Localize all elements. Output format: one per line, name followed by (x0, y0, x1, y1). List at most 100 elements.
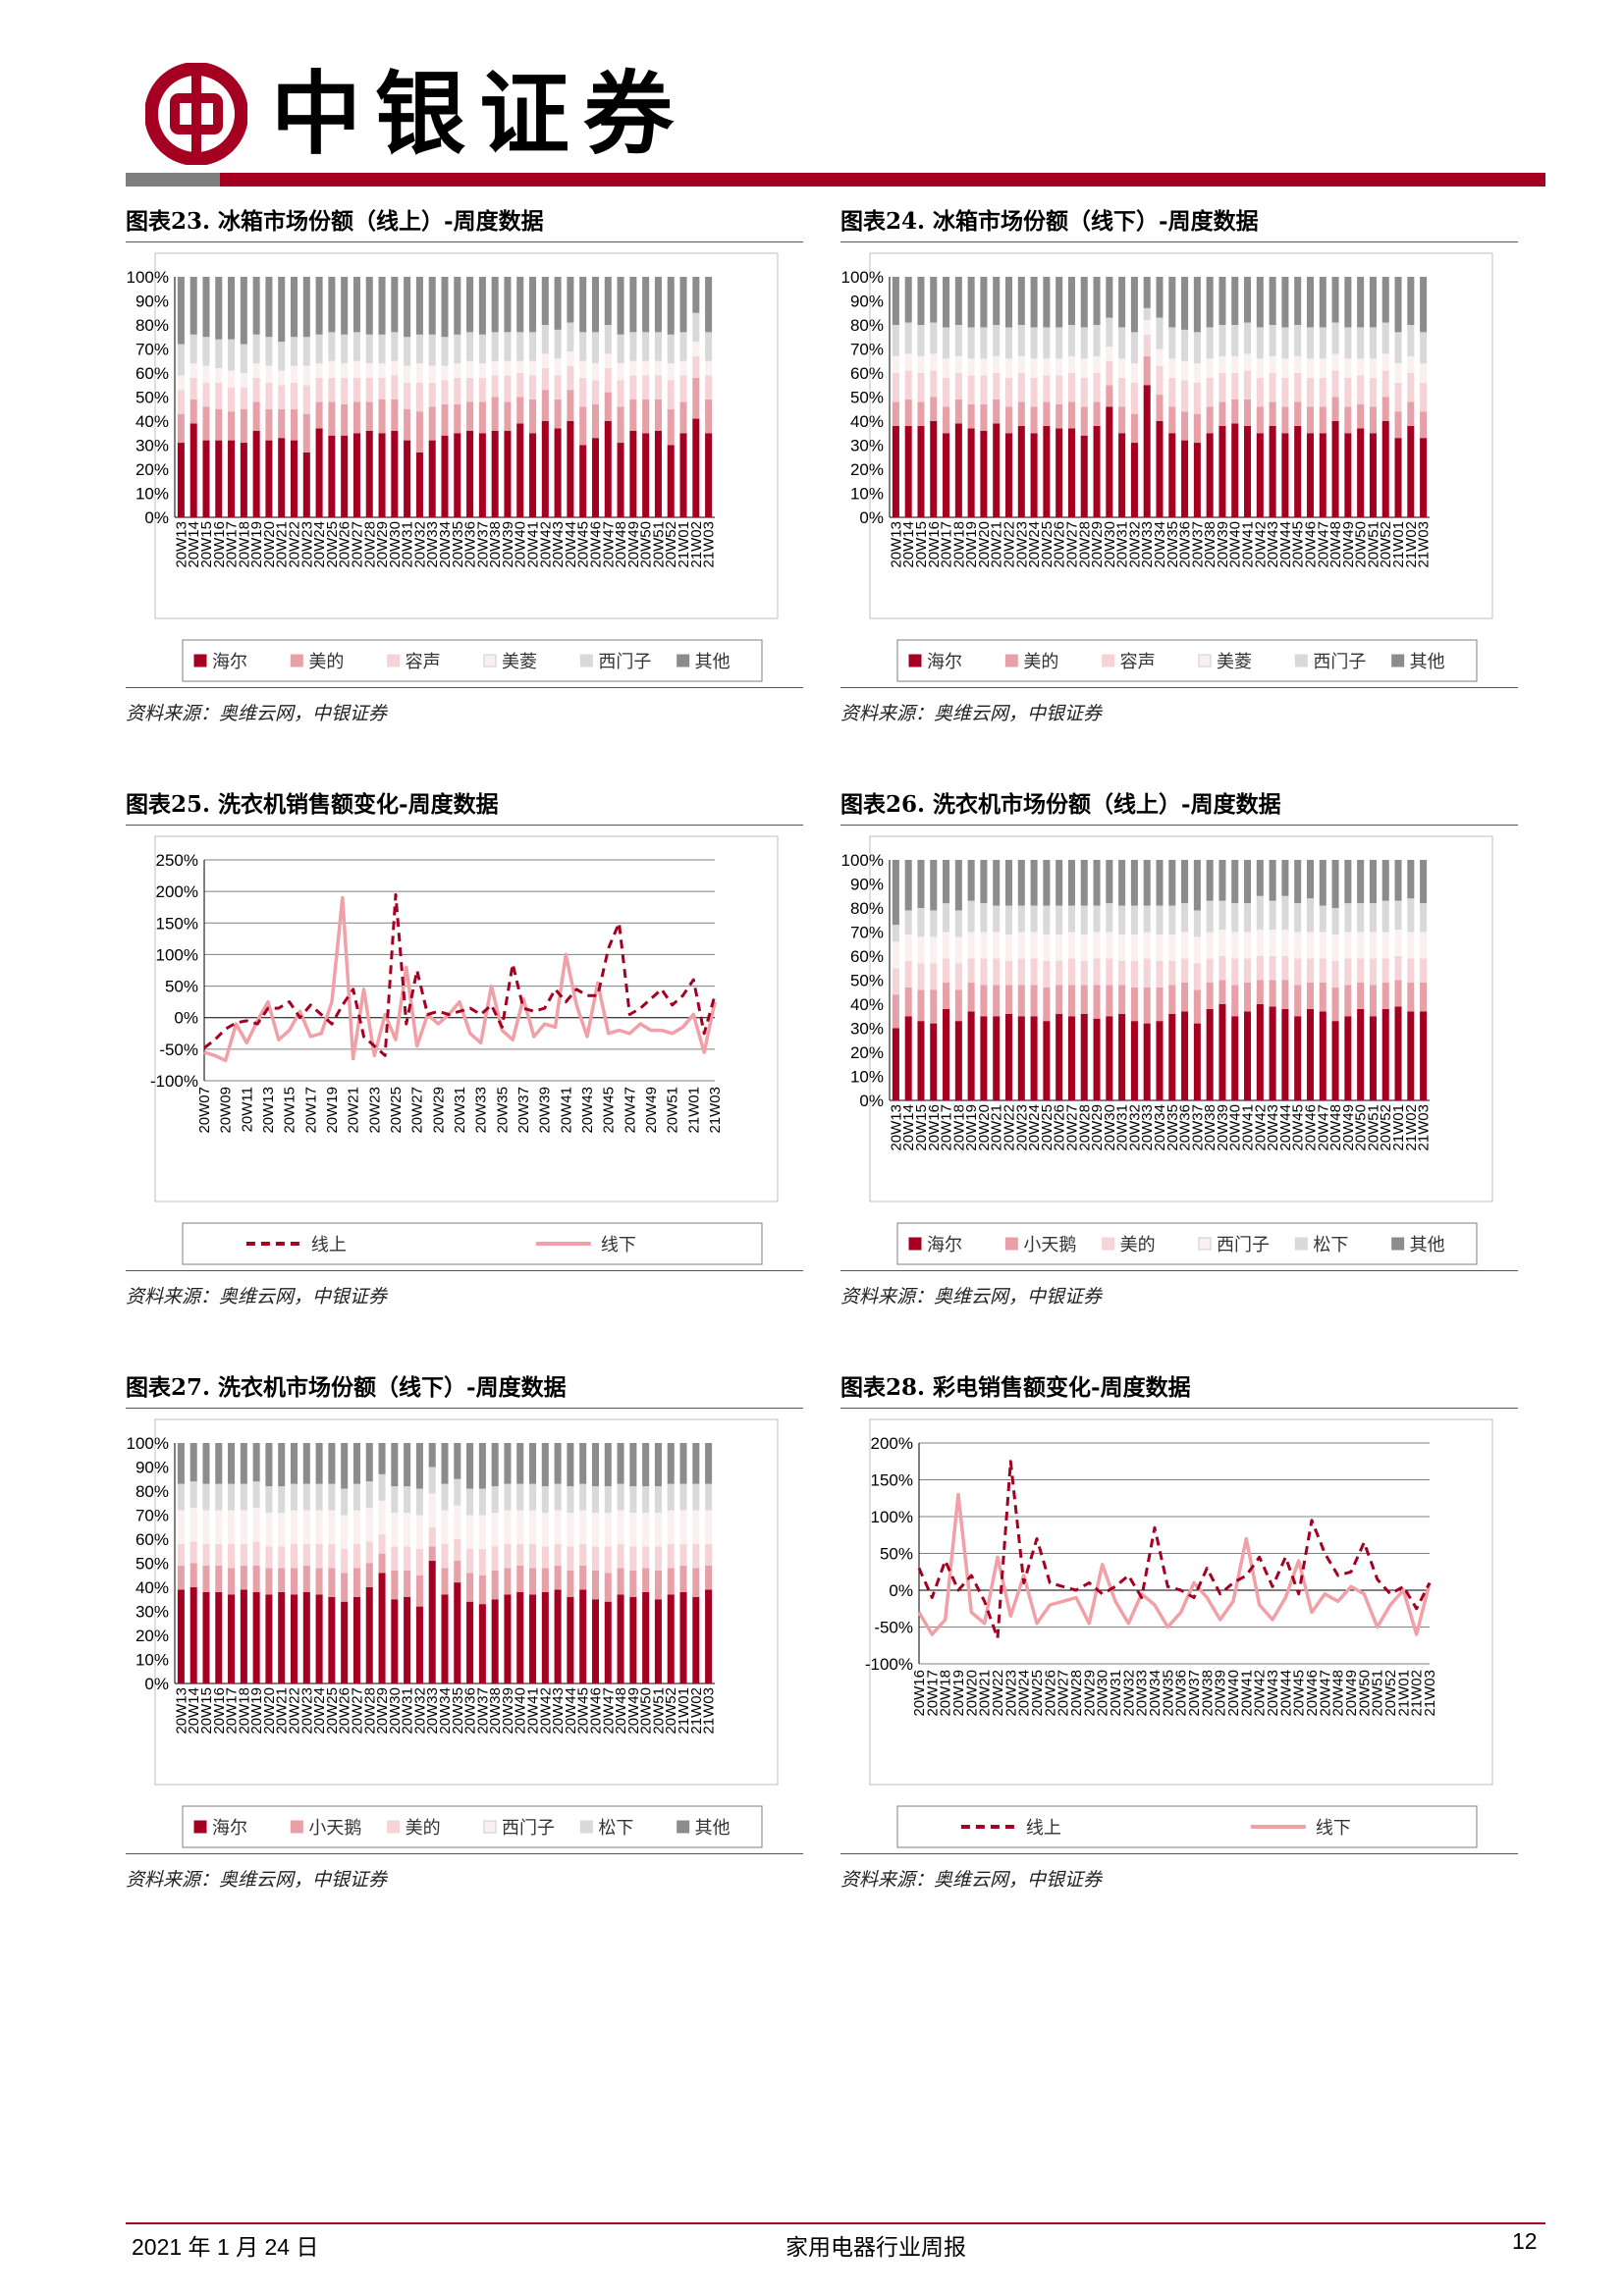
bar-segment (177, 1443, 185, 1484)
bar-segment (954, 963, 962, 990)
x-tick-label: 20W23 (366, 1087, 383, 1134)
bar-segment (491, 1570, 499, 1600)
bar-segment (943, 958, 950, 983)
bar-segment (1106, 860, 1113, 904)
bar-segment (290, 277, 298, 338)
x-tick-label: 20W40 (1227, 521, 1244, 568)
bar-segment (943, 1008, 950, 1100)
bar-segment (579, 1483, 587, 1511)
bar-segment (1118, 358, 1126, 378)
bar-segment (1067, 985, 1075, 1017)
bar-segment (1017, 425, 1025, 517)
bar-segment (993, 277, 1001, 325)
bar-segment (341, 1515, 349, 1549)
bar-segment (404, 1513, 411, 1547)
bar-segment (1256, 358, 1264, 378)
bar-segment (980, 403, 988, 431)
legend-swatch-1 (1004, 654, 1018, 667)
bar-segment (278, 1546, 286, 1569)
x-tick-label: 20W21 (989, 521, 1005, 568)
bar-segment (1218, 355, 1226, 373)
bar-segment (679, 1565, 687, 1592)
bar-segment (541, 421, 549, 517)
bar-segment (1056, 960, 1063, 986)
bar-segment (1407, 373, 1415, 402)
bar-segment (904, 353, 912, 371)
bar-segment (591, 1546, 600, 1571)
bar-segment (692, 1510, 700, 1544)
x-tick-label: 20W14 (900, 1104, 917, 1151)
bar-segment (604, 368, 612, 393)
x-tick-label: 20W13 (173, 1687, 189, 1735)
bar-segment (1206, 932, 1214, 959)
bar-segment (1381, 322, 1389, 354)
bar-segment (202, 337, 210, 366)
bar-segment (1181, 380, 1189, 412)
bar-segment (604, 325, 612, 354)
bar-segment (529, 332, 537, 361)
bar-segment (1118, 1013, 1126, 1100)
chart-source: 资料来源：奥维云网，中银证券 (840, 703, 1103, 724)
bar-segment (478, 1575, 486, 1605)
bar-segment (1056, 905, 1063, 934)
bar-segment (341, 334, 349, 364)
bar-segment (240, 1543, 247, 1566)
bar-segment (1004, 406, 1013, 434)
bar-segment (617, 334, 624, 364)
bar-segment (1181, 440, 1189, 517)
bar-segment (1269, 930, 1276, 956)
bar-segment (1357, 1008, 1365, 1100)
bar-segment (491, 397, 499, 431)
bar-segment (1218, 930, 1226, 956)
bar-segment (240, 443, 247, 517)
bar-segment (1369, 377, 1377, 407)
chart-title: 图表24. 冰箱市场份额（线下）-周度数据 (840, 208, 1259, 235)
bar-segment (1407, 425, 1415, 517)
bar-segment (1381, 353, 1389, 371)
bar-segment (904, 1016, 912, 1100)
bar-segment (541, 1486, 549, 1514)
bar-segment (1080, 905, 1088, 934)
y-tick-label: 200% (871, 1434, 913, 1453)
x-tick-label: 20W46 (587, 1687, 604, 1735)
bar-segment (1043, 934, 1051, 961)
bar-segment (504, 1443, 512, 1484)
bar-segment (378, 1534, 386, 1554)
bar-segment (1420, 860, 1428, 904)
bar-segment (1118, 960, 1126, 986)
bar-segment (617, 443, 624, 517)
bar-segment (252, 1591, 260, 1683)
bar-segment (1394, 332, 1402, 364)
x-tick-label: 21W01 (676, 521, 692, 568)
bar-segment (692, 1596, 700, 1683)
bar-segment (1331, 908, 1339, 934)
bar-segment (567, 1596, 574, 1683)
legend-swatch-1 (1004, 1237, 1018, 1251)
x-tick-label: 20W27 (409, 1087, 426, 1134)
bar-segment (604, 353, 612, 369)
bar-segment (504, 1543, 512, 1569)
bar-segment (667, 380, 675, 409)
x-tick-label: 20W17 (939, 521, 955, 568)
bar-segment (1231, 860, 1239, 904)
bar-segment (705, 1483, 713, 1511)
bar-segment (202, 1591, 210, 1683)
bar-segment (1420, 958, 1428, 983)
x-tick-label: 20W26 (1052, 1104, 1068, 1151)
bar-segment (1319, 860, 1326, 906)
x-tick-label: 20W47 (600, 1687, 617, 1735)
x-tick-label: 20W46 (587, 521, 604, 568)
x-tick-label: 20W43 (550, 1687, 567, 1735)
bar-segment (328, 435, 336, 517)
bar-segment (904, 960, 912, 988)
x-tick-label: 20W28 (1076, 1104, 1093, 1151)
x-tick-label: 20W31 (400, 521, 416, 568)
x-tick-label: 20W42 (537, 1687, 554, 1735)
bar-segment (315, 1594, 323, 1683)
bar-segment (554, 399, 562, 429)
bar-segment (642, 399, 650, 434)
bar-segment (604, 1513, 612, 1547)
bar-segment (328, 1568, 336, 1597)
bar-segment (1030, 433, 1038, 517)
bar-segment (1056, 934, 1063, 961)
